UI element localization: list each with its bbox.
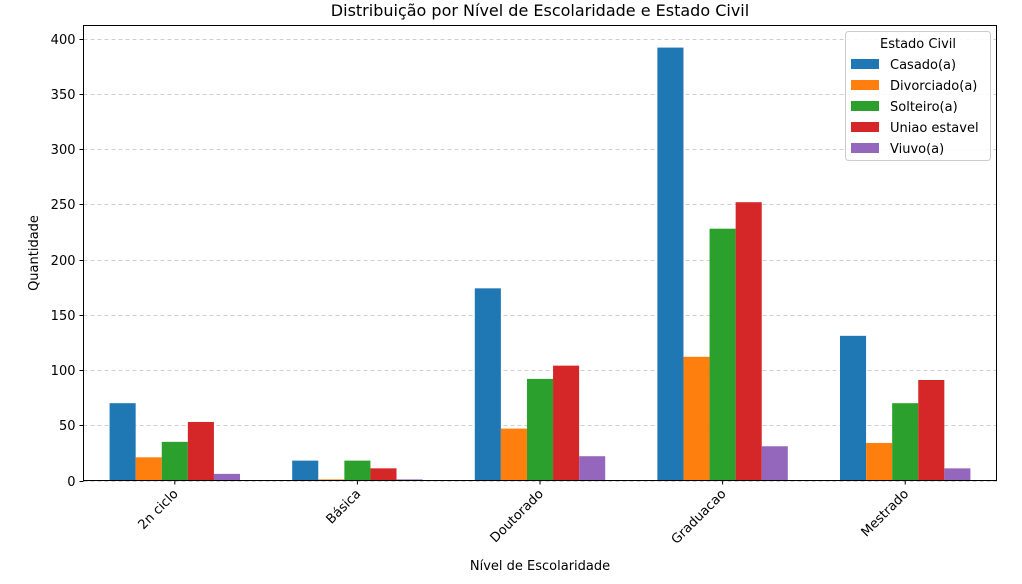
y-axis-label: Quantidade — [27, 215, 42, 291]
y-tick-label: 150 — [51, 309, 76, 324]
legend-box — [845, 31, 991, 161]
legend-swatch — [851, 80, 879, 90]
legend-label: Casado(a) — [890, 58, 956, 73]
y-tick-label: 200 — [51, 254, 76, 269]
bar — [161, 441, 188, 481]
legend-title: Estado Civil — [880, 37, 956, 52]
bar — [370, 468, 397, 481]
legend-swatch — [851, 59, 879, 69]
legend-label: Divorciado(a) — [890, 79, 977, 94]
bar — [187, 421, 214, 481]
y-tick-label: 100 — [51, 364, 76, 379]
bar — [553, 365, 580, 481]
x-tick-label: Básica — [324, 487, 365, 528]
x-tick-label: Mestrado — [859, 487, 912, 540]
x-tick-label: 2n ciclo — [136, 487, 182, 533]
bar — [657, 47, 684, 481]
bar — [318, 479, 345, 481]
bar — [396, 479, 423, 481]
bars — [109, 47, 971, 481]
bar — [866, 442, 893, 481]
y-tick-label: 0 — [67, 475, 75, 490]
y-tick-label: 300 — [51, 143, 76, 158]
bar — [683, 356, 710, 481]
chart-title: Distribuição por Nível de Escolaridade e… — [331, 1, 749, 20]
bar — [344, 460, 371, 481]
bar — [944, 468, 971, 481]
bar — [500, 428, 527, 481]
bar — [918, 380, 945, 481]
x-tick-label: Graduacao — [669, 487, 730, 548]
legend-label: Uniao estavel — [890, 121, 979, 136]
bar — [892, 403, 919, 481]
bar — [474, 288, 501, 481]
y-tick-label: 400 — [51, 33, 76, 48]
y-axis: 0 50 100 150 200 250 300 350 400 — [51, 33, 84, 490]
bar — [213, 473, 241, 481]
legend-swatch — [851, 122, 879, 132]
x-tick-label: Doutorado — [488, 487, 547, 546]
legend: Estado Civil Casado(a) Divorciado(a) Solte… — [845, 31, 991, 161]
bar — [839, 335, 867, 481]
legend-swatch — [851, 143, 879, 153]
bar — [135, 457, 162, 481]
legend-swatch — [851, 101, 879, 111]
bar — [735, 202, 762, 481]
bar — [526, 378, 554, 481]
bar — [109, 403, 136, 481]
legend-label: Viuvo(a) — [890, 142, 944, 157]
bar — [292, 460, 319, 481]
x-axis: 2n ciclo Básica Doutorado Graduacao Mestrado — [136, 480, 912, 548]
x-axis-label: Nível de Escolaridade — [470, 559, 610, 574]
bar — [579, 456, 606, 481]
bar — [761, 446, 788, 481]
legend-label: Solteiro(a) — [890, 100, 958, 115]
y-tick-label: 50 — [59, 419, 76, 434]
y-tick-label: 350 — [51, 88, 76, 103]
bar — [709, 228, 736, 481]
y-tick-label: 250 — [51, 198, 76, 213]
